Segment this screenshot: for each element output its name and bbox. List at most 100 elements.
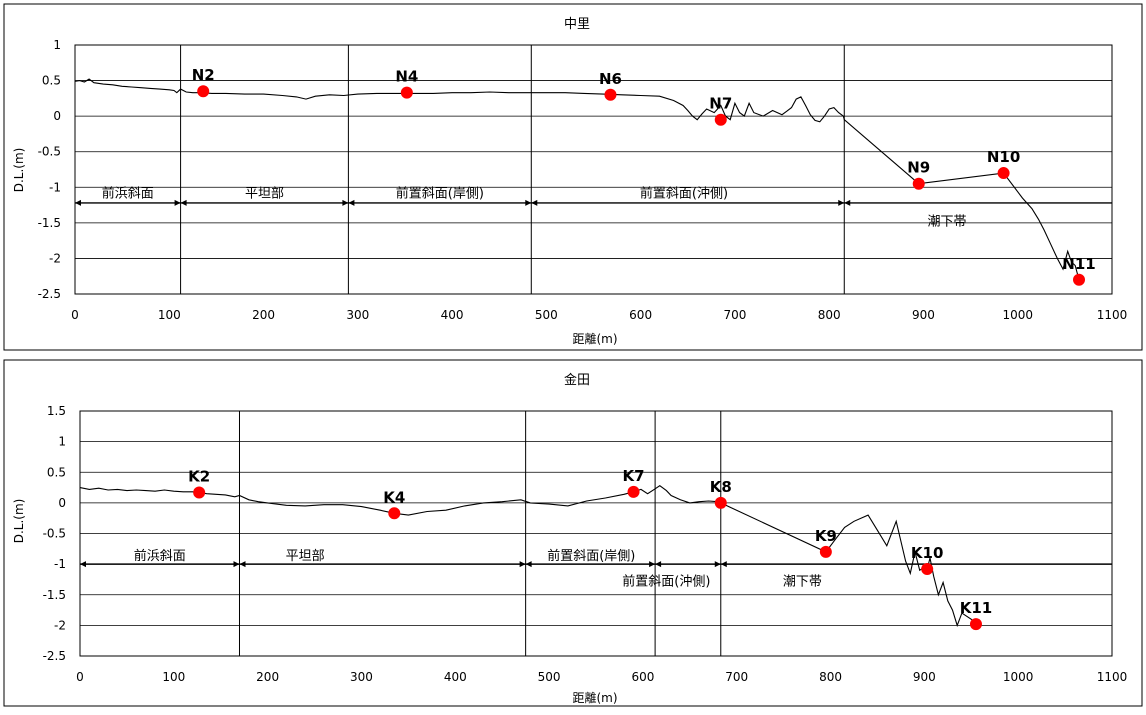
region-label: 潮下帯: [928, 215, 967, 230]
kaneda-chart-panel: 金田 距離(m) D.L.(m) -2.5 -2 -1.5 -1 -0.5 0 0.5 1 1.…: [0, 356, 1146, 711]
sample-point: [604, 88, 617, 101]
x-tick-label: 300: [346, 308, 369, 322]
chart-title: 中里: [564, 17, 590, 32]
region-arrow-head: [180, 199, 187, 206]
x-axis-label: 距離(m): [572, 332, 617, 346]
x-tick-label: 900: [913, 670, 936, 684]
x-tick-label: 1000: [1003, 670, 1034, 684]
region-label: 平坦部: [286, 549, 325, 564]
y-tick-label: -2: [54, 618, 66, 632]
region-label: 前置斜面(岸側): [396, 185, 484, 201]
region-arrow-head: [655, 561, 662, 568]
sample-point: [714, 496, 727, 509]
profile-line: [74, 78, 1080, 280]
sample-point-label: N4: [395, 68, 418, 86]
y-tick-label: 0: [58, 496, 66, 510]
x-tick-label: 500: [538, 670, 561, 684]
sample-point: [997, 167, 1010, 180]
region-arrow-head: [525, 561, 532, 568]
sample-point-label: K8: [710, 478, 732, 496]
x-tick-label: 100: [162, 670, 185, 684]
plot-frame: [74, 44, 1113, 295]
x-tick-label: 300: [350, 670, 373, 684]
region-arrow-head: [714, 561, 721, 568]
sample-point: [921, 563, 934, 576]
y-tick-label: -1.5: [43, 588, 66, 602]
nakazato-chart-panel: 中里 距離(m) D.L.(m) -2.5 -2 -1.5 -1 -0.5 0 0.5 1 0 1…: [0, 0, 1146, 355]
sample-point-label: N2: [192, 66, 215, 84]
y-tick-label: 1.5: [47, 404, 66, 418]
region-arrow-head: [342, 199, 349, 206]
x-tick-label: 600: [631, 670, 654, 684]
region-label: 前置斜面(沖側): [622, 574, 710, 590]
sample-point-label: K7: [622, 467, 644, 485]
y-tick-label: -1.5: [38, 216, 61, 230]
region-arrow-head: [239, 561, 246, 568]
chart-title: 金田: [564, 372, 590, 388]
sample-point-label: K4: [383, 488, 405, 506]
y-axis-label: D.L.(m): [12, 148, 26, 193]
sample-point: [819, 545, 832, 558]
x-tick-label: 0: [76, 670, 84, 684]
region-arrow-head: [348, 199, 355, 206]
region-arrow-head: [519, 561, 526, 568]
x-tick-label: 100: [158, 308, 181, 322]
sample-point: [912, 177, 925, 190]
x-tick-label: 400: [444, 670, 467, 684]
region-arrow-head: [80, 561, 86, 568]
x-tick-label: 1100: [1097, 308, 1128, 322]
region-arrow-head: [174, 199, 181, 206]
x-tick-label: 800: [818, 308, 841, 322]
x-tick-label: 400: [441, 308, 464, 322]
x-tick-label: 500: [535, 308, 558, 322]
sample-point: [714, 113, 727, 126]
region-arrow-head: [838, 199, 845, 206]
sample-point-label: N10: [987, 148, 1020, 166]
x-tick-label: 0: [71, 308, 79, 322]
kaneda-chart: 金田 距離(m) D.L.(m) -2.5 -2 -1.5 -1 -0.5 0 0.5 1 1.…: [3, 359, 1143, 707]
sample-point: [197, 85, 210, 98]
x-tick-label: 600: [629, 308, 652, 322]
x-tick-label: 700: [723, 308, 746, 322]
region-arrow-head: [649, 561, 656, 568]
region-label: 潮下帯: [783, 575, 822, 590]
sample-point-label: K11: [960, 599, 993, 617]
sample-point: [388, 507, 401, 520]
x-tick-label: 800: [819, 670, 842, 684]
region-arrow-head: [844, 199, 851, 206]
sample-point: [1073, 273, 1086, 286]
sample-point-label: N6: [599, 70, 622, 88]
y-axis-label: D.L.(m): [12, 499, 26, 544]
y-tick-label: 0.5: [42, 74, 61, 88]
y-tick-label: -0.5: [43, 527, 66, 541]
region-arrow-head: [720, 561, 727, 568]
x-tick-label: 200: [256, 670, 279, 684]
region-label: 前浜斜面: [102, 185, 154, 201]
region-label: 前置斜面(岸側): [547, 548, 635, 564]
x-axis-label: 距離(m): [572, 691, 617, 705]
sample-point: [193, 486, 206, 499]
sample-point: [969, 618, 982, 631]
sample-point: [400, 86, 413, 99]
sample-point-label: K9: [815, 527, 837, 545]
region-arrow-head: [525, 199, 532, 206]
y-tick-label: -0.5: [38, 145, 61, 159]
x-tick-label: 200: [252, 308, 275, 322]
sample-point-label: N9: [907, 159, 930, 177]
y-tick-label: 1: [58, 435, 66, 449]
region-arrow-head: [75, 199, 81, 206]
y-tick-label: -2: [49, 251, 61, 265]
y-tick-label: -2.5: [38, 287, 61, 301]
nakazato-chart: 中里 距離(m) D.L.(m) -2.5 -2 -1.5 -1 -0.5 0 0.5 1 0 1…: [3, 3, 1143, 351]
region-label: 平坦部: [245, 186, 284, 201]
sample-point-label: K10: [911, 544, 944, 562]
region-arrow-head: [531, 199, 538, 206]
y-tick-label: 1: [53, 38, 61, 52]
sample-point-label: N11: [1062, 255, 1095, 273]
sample-point-label: K2: [188, 467, 210, 485]
x-tick-label: 700: [725, 670, 748, 684]
x-tick-label: 1100: [1097, 670, 1128, 684]
region-label: 前置斜面(沖側): [640, 185, 728, 201]
y-tick-label: -1: [54, 557, 66, 571]
y-tick-label: 0.5: [47, 465, 66, 479]
